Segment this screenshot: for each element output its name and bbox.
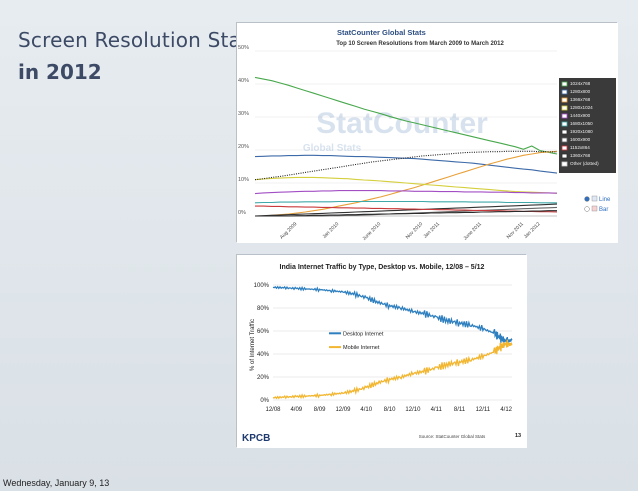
sc-legend-label[interactable]: 1360x768 <box>570 153 591 158</box>
kp-x-tick-label: 8/11 <box>454 407 466 413</box>
sc-y-tick-label: 40% <box>238 78 249 84</box>
kp-x-tick-label: 4/09 <box>290 407 302 413</box>
kp-x-tick-label: 4/12 <box>500 407 512 413</box>
kp-y-tick-label: 100% <box>254 283 270 289</box>
sc-series-line <box>255 150 558 217</box>
sc-toggle-radio[interactable] <box>584 196 590 202</box>
kp-legend-label: Desktop Internet <box>343 331 384 337</box>
sc-series-line <box>254 176 558 194</box>
kp-y-tick-label: 80% <box>257 306 270 312</box>
sc-legend-label[interactable]: 1024x768 <box>570 81 591 86</box>
kp-x-tick-label: 8/10 <box>384 407 396 413</box>
kp-series-line <box>272 285 513 346</box>
sc-legend-swatch[interactable] <box>561 97 568 103</box>
kp-x-tick-label: 4/10 <box>360 407 372 413</box>
slide-subtitle: in 2012 <box>18 60 102 84</box>
kp-y-tick-label: 60% <box>257 329 270 335</box>
sc-legend-swatch[interactable] <box>561 113 568 119</box>
sc-toggle-icon[interactable] <box>591 195 598 202</box>
sc-legend-swatch[interactable] <box>561 161 568 167</box>
sc-legend-label[interactable]: 1680x1050 <box>570 121 593 126</box>
sc-legend-label[interactable]: 1280x1024 <box>570 105 593 110</box>
sc-series-line <box>255 205 558 213</box>
sc-series-line <box>254 203 558 217</box>
sc-y-tick-label: 50% <box>238 45 249 51</box>
sc-legend-swatch[interactable] <box>561 81 568 87</box>
sc-y-tick-label: 0% <box>238 210 246 216</box>
sc-legend-label[interactable]: 1366x768 <box>570 97 591 102</box>
sc-legend-swatch[interactable] <box>561 129 568 135</box>
sc-series-line <box>254 76 558 155</box>
statcounter-brand: StatCounter Global Stats <box>337 28 426 37</box>
sc-legend-swatch[interactable] <box>561 145 568 151</box>
sc-legend-label[interactable]: 1440x900 <box>570 113 591 118</box>
kp-x-tick-label: 12/09 <box>335 407 351 413</box>
footer-date: Wednesday, January 9, 13 <box>3 478 110 488</box>
kp-x-tick-label: 12/11 <box>476 407 491 413</box>
kp-x-tick-label: 4/11 <box>431 407 443 413</box>
kp-x-tick-label: 12/08 <box>265 407 281 413</box>
sc-toggle-radio[interactable] <box>584 206 590 212</box>
sc-series-line <box>254 200 557 204</box>
sc-series-line <box>255 210 557 217</box>
kpcb-logo: KPCB <box>242 433 270 444</box>
sc-legend-label[interactable]: 1280x800 <box>570 89 591 94</box>
slide-title: Screen Resolution Stats <box>18 28 260 52</box>
sc-legend-label[interactable]: 1600x900 <box>570 137 591 142</box>
sc-series-line <box>254 150 558 181</box>
kpcb-chart-title: India Internet Traffic by Type, Desktop … <box>280 264 485 271</box>
kp-y-tick-label: 0% <box>260 398 269 404</box>
sc-legend-label[interactable]: 1152x864 <box>570 145 590 150</box>
sc-series-line <box>254 190 558 195</box>
sc-y-tick-label: 10% <box>238 177 249 183</box>
statcounter-watermark: StatCounter <box>316 107 488 140</box>
kpcb-page-number: 13 <box>515 433 521 439</box>
sc-legend-label[interactable]: 1920x1080 <box>570 129 593 134</box>
sc-toggle-label[interactable]: Bar <box>599 207 608 213</box>
sc-legend-swatch[interactable] <box>561 121 568 127</box>
sc-legend-swatch[interactable] <box>561 89 568 95</box>
statcounter-legend-box <box>559 78 616 173</box>
statcounter-chart-title: Top 10 Screen Resolutions from March 200… <box>336 41 504 47</box>
sc-toggle-label[interactable]: Line <box>599 197 611 203</box>
sc-legend-label[interactable]: Other (dotted) <box>570 161 599 166</box>
kpcb-chart-panel: India Internet Traffic by Type, Desktop … <box>236 254 527 448</box>
statcounter-chart: StatCounter Global Stats Top 10 Screen R… <box>237 23 618 243</box>
sc-legend-swatch[interactable] <box>561 105 568 111</box>
sc-legend-swatch[interactable] <box>561 153 568 159</box>
sc-y-tick-label: 20% <box>238 144 249 150</box>
kpcb-source: Source: StatCounter Global Stats <box>419 434 486 439</box>
sc-toggle-icon[interactable] <box>591 205 598 212</box>
kp-x-tick-label: 8/09 <box>314 407 326 413</box>
sc-y-tick-label: 30% <box>238 111 249 117</box>
sc-legend-swatch[interactable] <box>561 137 568 143</box>
kp-x-tick-label: 12/10 <box>405 407 421 413</box>
statcounter-chart-panel: StatCounter Global Stats Top 10 Screen R… <box>236 22 618 243</box>
kp-y-tick-label: 20% <box>257 375 270 381</box>
kp-legend-label: Mobile Internet <box>343 345 380 351</box>
kp-series-line <box>272 339 513 400</box>
statcounter-watermark-sub: Global Stats <box>303 143 362 154</box>
kpcb-chart: India Internet Traffic by Type, Desktop … <box>237 255 527 448</box>
kpcb-y-axis-label: % of Internet Traffic <box>250 319 256 371</box>
kp-y-tick-label: 40% <box>257 352 270 358</box>
